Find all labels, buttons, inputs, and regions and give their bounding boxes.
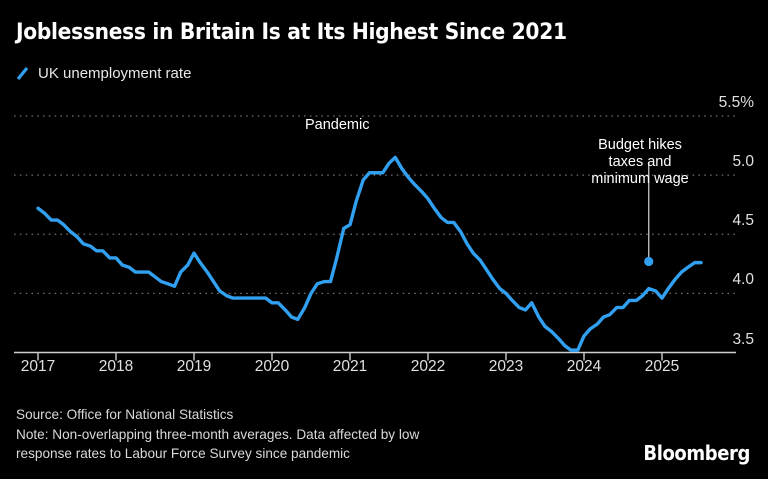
chart-gridlines bbox=[14, 115, 736, 294]
series-markers bbox=[644, 256, 654, 267]
chart-svg bbox=[14, 115, 736, 361]
budget-annotation-line-2: taxes and bbox=[608, 154, 672, 170]
footer-note-line-1: Note: Non-overlapping three-month averag… bbox=[16, 426, 420, 442]
chart-plot-area: 3.5 4.0 4.5 5.0 5.5% 2017 2018 2019 2020 2021 202… bbox=[14, 94, 754, 375]
series-line-uk-unemployment-rate bbox=[36, 155, 703, 352]
legend-label-series: UK unemployment rate bbox=[38, 64, 192, 82]
x-axis-label: 2019 bbox=[176, 358, 212, 375]
chart-title: Joblessness in Britain Is at Its Highest… bbox=[16, 19, 567, 45]
y-axis-label: 5.0 bbox=[732, 153, 754, 171]
chart-legend: UK unemployment rate bbox=[16, 63, 191, 83]
y-axis-label: 4.5 bbox=[732, 212, 754, 230]
y-axis-label: 5.5% bbox=[718, 94, 754, 111]
x-axis-label: 2017 bbox=[20, 358, 56, 375]
x-axis-label: 2021 bbox=[332, 358, 368, 375]
x-axis-label: 2023 bbox=[488, 358, 524, 375]
x-axis-label: 2020 bbox=[254, 358, 290, 375]
y-axis-label: 3.5 bbox=[732, 330, 754, 348]
footer-note-line-2: response rates to Labour Force Survey si… bbox=[16, 446, 350, 461]
footer-source: Source: Office for National Statistics bbox=[16, 407, 234, 422]
x-axis-label: 2024 bbox=[566, 358, 602, 375]
chart-x-tick-marks bbox=[37, 352, 663, 361]
x-axis-label: 2025 bbox=[644, 358, 680, 375]
diagonal-slash-icon bbox=[16, 66, 29, 81]
chart-footer: Source: Office for National Statistics N… bbox=[16, 405, 419, 464]
pandemic-annotation: Pandemic bbox=[305, 117, 369, 134]
pandemic-annotation-line-1: Pandemic bbox=[305, 117, 370, 133]
budget-annotation: Budget hikes taxes and minimum wage bbox=[576, 137, 704, 188]
x-axis-label: 2018 bbox=[98, 358, 134, 375]
x-axis-label: 2022 bbox=[410, 358, 446, 375]
budget-marker bbox=[644, 256, 654, 267]
y-axis-label: 4.0 bbox=[732, 271, 754, 289]
bloomberg-logo: Bloomberg bbox=[643, 441, 750, 465]
budget-annotation-line-3: minimum wage bbox=[591, 171, 689, 187]
budget-annotation-line-1: Budget hikes bbox=[598, 137, 682, 153]
